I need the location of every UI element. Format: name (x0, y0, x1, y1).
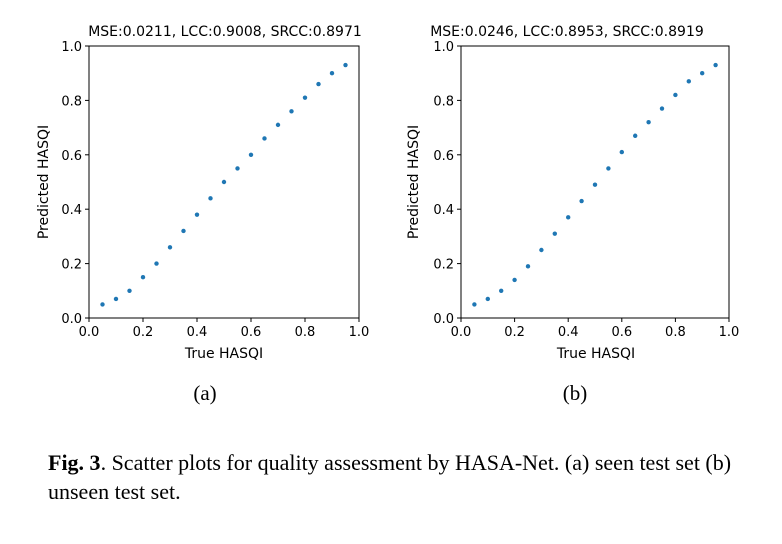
x-tick-label: 0.4 (187, 325, 208, 340)
data-point (181, 228, 186, 234)
axis-ticks-b: 0.0 0.2 0.4 0.6 0.8 1.0 0.0 0.2 0.4 0.6 0.8 1.0 (433, 40, 739, 340)
data-point (329, 71, 335, 76)
plot-frame-a (88, 45, 360, 319)
data-point (673, 92, 678, 98)
data-point (235, 166, 240, 171)
y-axis-label-a: Predicted HASQI (36, 125, 52, 239)
data-point (700, 71, 705, 76)
data-point (566, 215, 571, 220)
x-tick-label: 1.0 (349, 325, 370, 340)
data-point (485, 296, 490, 302)
data-point (262, 136, 267, 141)
data-point (100, 302, 105, 307)
data-point (499, 288, 504, 293)
scatter-panel-b: MSE:0.0246, LCC:0.8953, SRCC:0.8919 0.0 0… (406, 24, 739, 405)
data-point (127, 288, 132, 293)
caption-text: . Scatter plots for quality assessment b… (48, 450, 732, 504)
axis-ticks-a: 0.0 0.2 0.4 0.6 0.8 1.0 0.0 0.2 0.4 0.6 0.8 1.0 (61, 40, 369, 340)
y-axis-label-b: Predicted HASQI (406, 125, 422, 239)
y-tick-label: 0.2 (61, 258, 82, 273)
x-tick-label: 1.0 (719, 325, 740, 340)
data-point (619, 149, 624, 155)
y-tick-label: 0.0 (61, 312, 82, 327)
data-point (646, 119, 651, 125)
data-point (686, 79, 691, 84)
data-point (592, 182, 598, 187)
x-tick-label: 0.2 (133, 325, 154, 340)
x-tick-label: 0.8 (665, 325, 686, 340)
x-tick-label: 0.4 (558, 325, 579, 340)
x-axis-label-b: True HASQI (556, 346, 635, 362)
data-point (659, 106, 665, 111)
subplot-label-b: (b) (563, 381, 588, 405)
plot-title-b: MSE:0.0246, LCC:0.8953, SRCC:0.8919 (430, 24, 704, 40)
data-point (194, 212, 200, 217)
figure-canvas: MSE:0.0211, LCC:0.9008, SRCC:0.8971 0.0 0… (36, 24, 739, 405)
data-point (606, 166, 611, 171)
scatter-points-b (472, 62, 718, 307)
y-tick-label: 1.0 (61, 40, 82, 55)
data-point (113, 296, 119, 302)
y-tick-label: 0.8 (433, 94, 454, 109)
scatter-points-a (100, 62, 348, 307)
data-point (512, 277, 517, 283)
x-tick-label: 0.8 (295, 325, 316, 340)
y-tick-label: 0.4 (61, 203, 82, 218)
data-point (140, 275, 146, 280)
data-point (343, 62, 348, 68)
y-tick-label: 0.4 (433, 203, 454, 218)
x-tick-label: 0.0 (79, 325, 100, 340)
x-tick-label: 0.0 (451, 325, 472, 340)
data-point (289, 109, 294, 114)
data-point (275, 122, 281, 128)
plot-title-a: MSE:0.0211, LCC:0.9008, SRCC:0.8971 (88, 24, 362, 40)
data-point (167, 245, 173, 250)
figure-caption: Fig. 3. Scatter plots for quality assess… (48, 448, 748, 506)
data-point (579, 198, 584, 204)
y-tick-label: 0.6 (433, 149, 454, 164)
y-tick-label: 0.0 (433, 312, 454, 327)
data-point (713, 62, 718, 68)
x-tick-label: 0.6 (611, 325, 632, 340)
data-point (248, 152, 254, 157)
data-point (316, 81, 321, 87)
data-point (302, 95, 308, 100)
y-tick-label: 0.8 (61, 94, 82, 109)
data-point (525, 264, 531, 269)
x-tick-label: 0.2 (504, 325, 525, 340)
subplot-label-a: (a) (193, 381, 216, 405)
data-point (539, 247, 544, 253)
x-axis-label-a: True HASQI (184, 346, 263, 362)
y-tick-label: 0.6 (61, 149, 82, 164)
data-point (208, 196, 213, 201)
data-point (154, 261, 159, 266)
caption-label: Fig. 3 (48, 450, 101, 475)
data-point (221, 179, 227, 185)
scatter-panel-a: MSE:0.0211, LCC:0.9008, SRCC:0.8971 0.0 0… (36, 24, 369, 405)
data-point (552, 231, 557, 236)
y-tick-label: 0.2 (433, 258, 454, 273)
x-tick-label: 0.6 (241, 325, 262, 340)
data-point (472, 302, 477, 307)
y-tick-label: 1.0 (433, 40, 454, 55)
data-point (633, 133, 638, 138)
plot-frame-b (460, 45, 730, 319)
